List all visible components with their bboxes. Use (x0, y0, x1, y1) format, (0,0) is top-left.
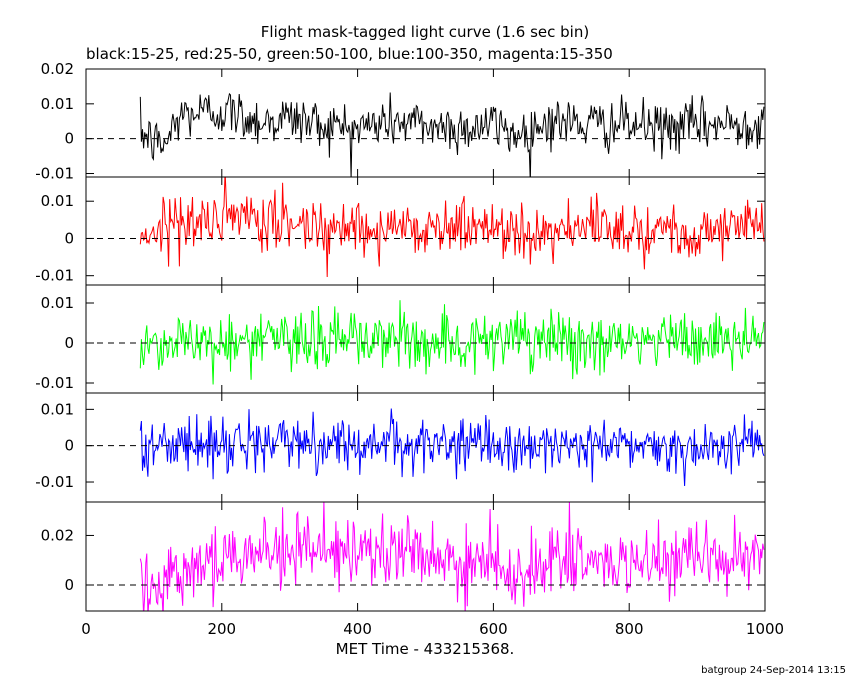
series-line-3 (139, 300, 765, 385)
panel-frame-5 (85, 501, 766, 612)
x-axis-label: MET Time - 433215368. (336, 640, 515, 658)
y-tick-label: -0.01 (35, 374, 74, 392)
y-tick-label: 0 (64, 130, 74, 148)
x-tick-label: 200 (207, 620, 236, 638)
panel-5: 00.02 (41, 501, 766, 612)
series-line-2 (139, 177, 765, 278)
y-tick-label: 0 (64, 437, 74, 455)
chart-subtitle: black:15-25, red:25-50, green:50-100, bl… (86, 45, 613, 63)
y-tick-label: -0.01 (35, 165, 74, 183)
y-tick-label: 0.01 (41, 192, 74, 210)
x-tick-label: 400 (343, 620, 372, 638)
y-tick-label: -0.01 (35, 473, 74, 491)
series-line-4 (139, 408, 765, 487)
panel-1: -0.01 0 0.01 0.02 (35, 60, 766, 183)
series-line-1 (139, 92, 765, 177)
series-line-5 (139, 502, 765, 611)
x-tick-label: 600 (479, 620, 508, 638)
y-tick-label: 0.02 (41, 60, 74, 78)
y-tick-label: 0.01 (41, 294, 74, 312)
x-tick-label: 800 (615, 620, 644, 638)
panel-3: -0.01 0 0.01 (35, 284, 766, 394)
footer-credit: batgroup 24-Sep-2014 13:15 (701, 665, 846, 676)
y-tick-label: 0 (64, 334, 74, 352)
y-tick-label: 0.01 (41, 400, 74, 418)
y-tick-label: -0.01 (35, 267, 74, 285)
y-tick-label: 0 (64, 576, 74, 594)
y-tick-label: 0.02 (41, 526, 74, 544)
x-tick-label: 0 (81, 620, 91, 638)
panel-2: -0.01 0 0.01 (35, 176, 766, 286)
x-tick-label: 1000 (746, 620, 784, 638)
panel-4: -0.01 0 0.01 (35, 392, 766, 503)
panel-stack: -0.01 0 0.01 0.02 -0.01 0 0.01 -0.01 0 0.01 -0.01 0… (35, 60, 766, 612)
y-tick-label: 0 (64, 229, 74, 247)
y-tick-label: 0.01 (41, 95, 74, 113)
chart-title: Flight mask-tagged light curve (1.6 sec … (261, 23, 589, 41)
x-axis: 0 200 400 600 800 1000 (81, 620, 784, 638)
